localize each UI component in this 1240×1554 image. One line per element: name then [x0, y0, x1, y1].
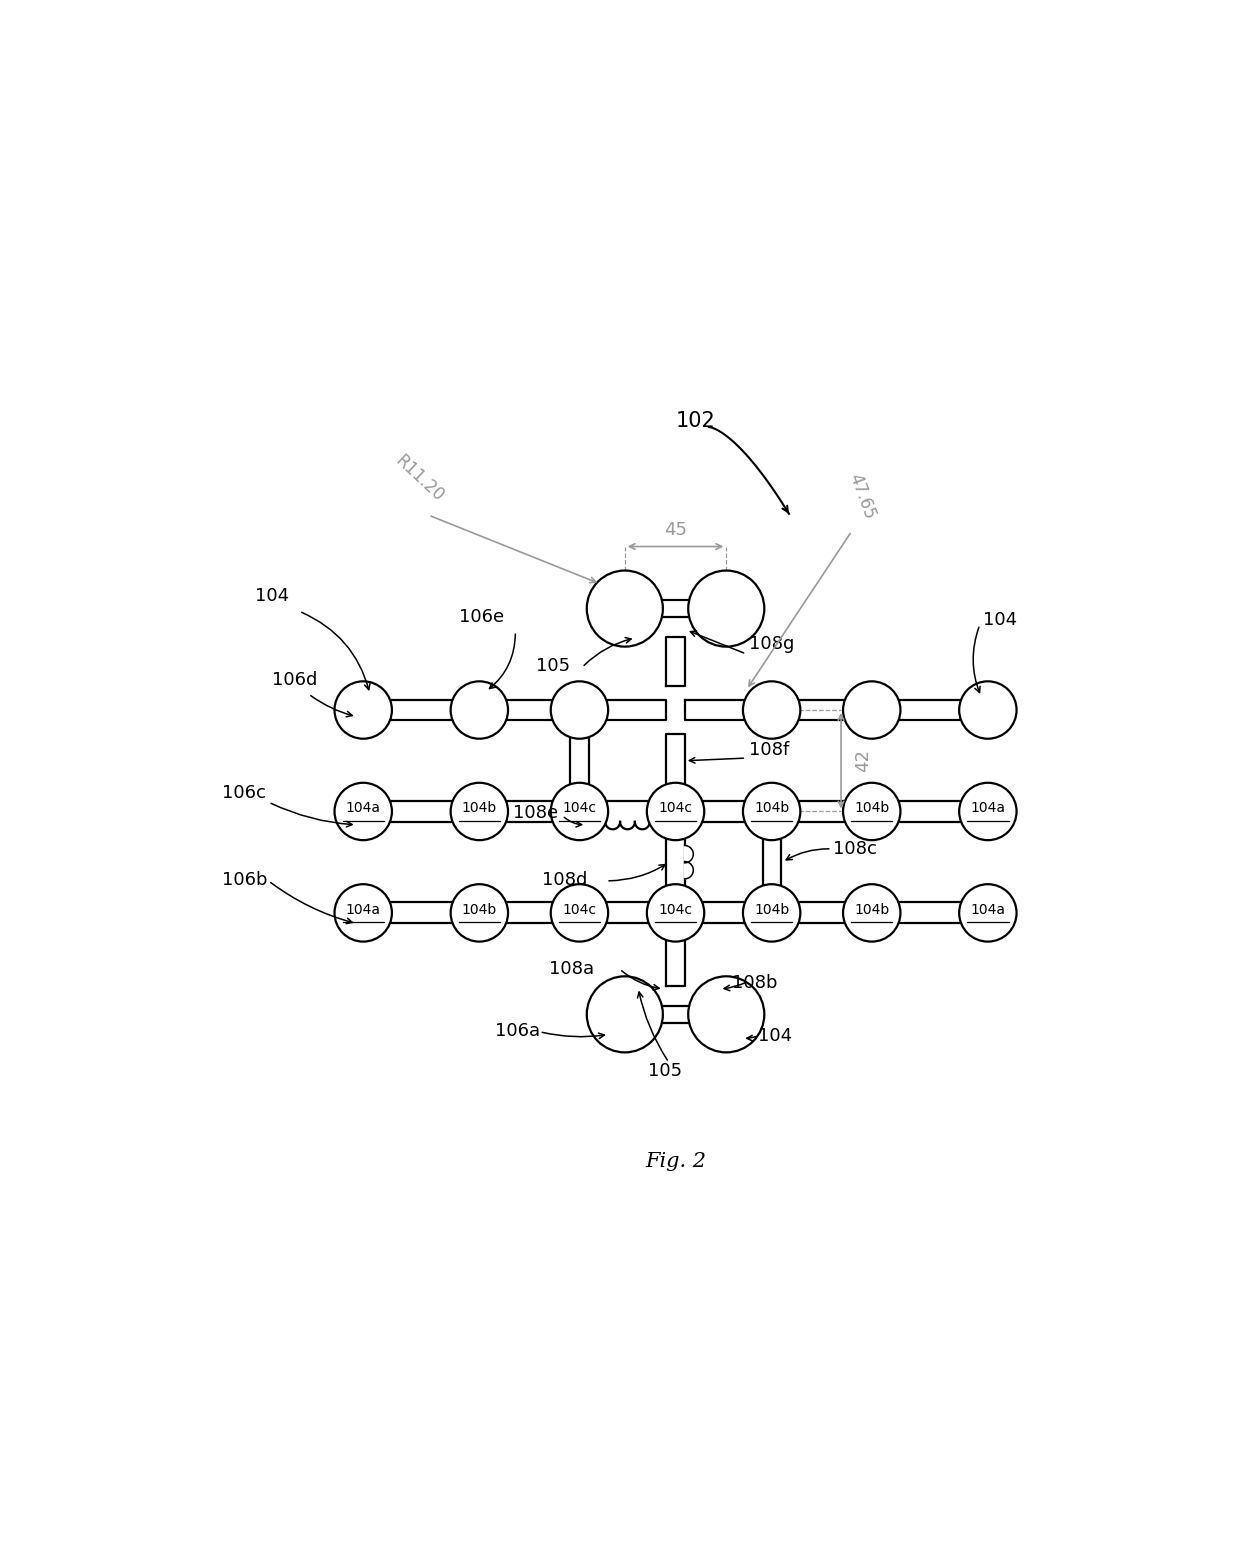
Text: 108a: 108a	[549, 960, 594, 979]
Text: 108g: 108g	[749, 634, 795, 653]
Text: R11.20: R11.20	[392, 452, 448, 505]
Circle shape	[587, 570, 663, 646]
Polygon shape	[702, 903, 745, 923]
Circle shape	[450, 783, 508, 841]
Text: 105: 105	[647, 1061, 682, 1080]
Circle shape	[450, 884, 508, 942]
Text: 105: 105	[536, 657, 570, 676]
Circle shape	[551, 783, 608, 841]
Text: 104c: 104c	[563, 802, 596, 816]
Text: 104b: 104b	[461, 903, 497, 917]
Text: Fig. 2: Fig. 2	[645, 1152, 706, 1170]
Text: 42: 42	[854, 749, 873, 772]
Text: 106a: 106a	[495, 1021, 541, 1040]
Circle shape	[743, 884, 800, 942]
Circle shape	[843, 884, 900, 942]
Text: 108f: 108f	[749, 741, 789, 760]
Polygon shape	[684, 861, 693, 880]
Circle shape	[587, 976, 663, 1052]
Text: 45: 45	[665, 521, 687, 539]
Polygon shape	[898, 903, 962, 923]
Polygon shape	[797, 699, 846, 721]
Circle shape	[551, 681, 608, 738]
Text: 104b: 104b	[754, 802, 790, 816]
Circle shape	[843, 783, 900, 841]
Text: 106c: 106c	[222, 785, 265, 802]
Circle shape	[335, 681, 392, 738]
Circle shape	[960, 681, 1017, 738]
Polygon shape	[605, 903, 650, 923]
Polygon shape	[797, 903, 846, 923]
Polygon shape	[898, 800, 962, 822]
Polygon shape	[605, 699, 666, 721]
Text: 108c: 108c	[833, 841, 877, 858]
Text: 104a: 104a	[971, 903, 1006, 917]
Polygon shape	[605, 800, 650, 822]
Text: 104a: 104a	[346, 802, 381, 816]
Polygon shape	[389, 903, 454, 923]
Polygon shape	[715, 581, 738, 637]
Text: 104: 104	[982, 611, 1017, 629]
Polygon shape	[505, 699, 553, 721]
Circle shape	[688, 976, 764, 1052]
Polygon shape	[666, 637, 686, 685]
Circle shape	[743, 681, 800, 738]
Circle shape	[688, 570, 764, 646]
Polygon shape	[898, 699, 962, 721]
Circle shape	[450, 681, 508, 738]
Polygon shape	[666, 735, 684, 786]
Polygon shape	[684, 845, 693, 862]
Circle shape	[551, 884, 608, 942]
Text: 108b: 108b	[732, 974, 777, 991]
Circle shape	[647, 783, 704, 841]
Text: 106b: 106b	[222, 870, 268, 889]
Polygon shape	[614, 600, 738, 617]
Text: 104: 104	[759, 1027, 792, 1044]
Text: 108d: 108d	[542, 870, 588, 889]
Polygon shape	[715, 987, 738, 1043]
Circle shape	[843, 681, 900, 738]
Text: 104b: 104b	[854, 903, 889, 917]
Circle shape	[335, 884, 392, 942]
Circle shape	[743, 783, 800, 841]
Text: 104b: 104b	[754, 903, 790, 917]
Polygon shape	[505, 903, 553, 923]
Polygon shape	[763, 836, 781, 889]
Circle shape	[335, 783, 392, 841]
Polygon shape	[505, 800, 553, 822]
Polygon shape	[686, 699, 745, 721]
Circle shape	[647, 884, 704, 942]
Text: 104a: 104a	[346, 903, 381, 917]
Polygon shape	[666, 937, 686, 987]
Polygon shape	[702, 800, 745, 822]
Circle shape	[960, 884, 1017, 942]
Text: 106e: 106e	[460, 608, 505, 626]
Polygon shape	[389, 699, 454, 721]
Text: 108e: 108e	[512, 803, 558, 822]
Text: 104c: 104c	[658, 903, 693, 917]
Text: 106d: 106d	[273, 671, 317, 688]
Text: 104c: 104c	[563, 903, 596, 917]
Text: 102: 102	[676, 412, 715, 430]
Polygon shape	[666, 836, 684, 889]
Text: 104: 104	[255, 586, 289, 605]
Text: 47.65: 47.65	[846, 471, 879, 522]
Polygon shape	[614, 581, 636, 637]
Text: 104b: 104b	[461, 802, 497, 816]
Text: 104c: 104c	[658, 802, 693, 816]
Text: 104a: 104a	[971, 802, 1006, 816]
Circle shape	[960, 783, 1017, 841]
Polygon shape	[797, 800, 846, 822]
Text: 104b: 104b	[854, 802, 889, 816]
Polygon shape	[614, 1005, 738, 1023]
Polygon shape	[614, 987, 636, 1043]
Polygon shape	[389, 800, 454, 822]
Polygon shape	[570, 735, 589, 786]
